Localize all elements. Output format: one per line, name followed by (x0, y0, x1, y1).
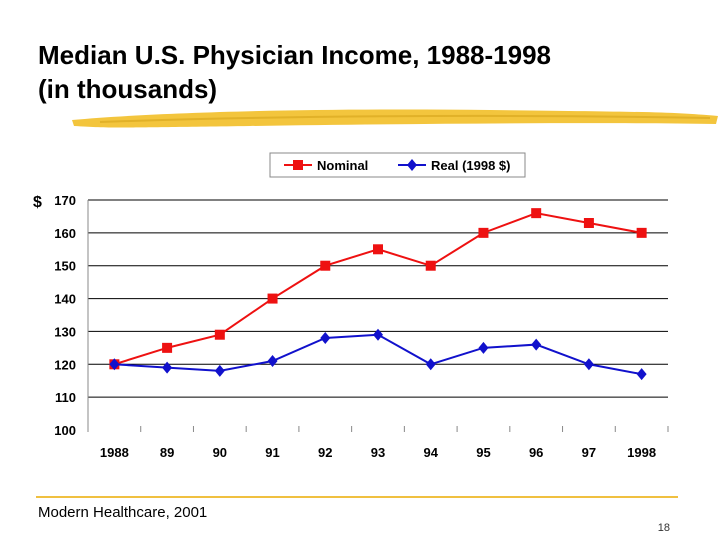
x-tick-label-96: 96 (529, 445, 543, 460)
source-citation: Modern Healthcare, 2001 (38, 504, 208, 521)
x-tick-label-95: 95 (476, 445, 490, 460)
legend-marker-diamond (407, 159, 417, 171)
footer-rule (36, 496, 678, 498)
real-point-91 (267, 355, 278, 367)
y-tick-label-130: 130 (54, 324, 76, 339)
nominal-point-93 (373, 244, 383, 255)
x-tick-label-91: 91 (265, 445, 279, 460)
real-point-95 (478, 341, 489, 354)
legend-marker-square (293, 160, 303, 170)
nominal-point-89 (162, 342, 173, 353)
slide-title: Median U.S. Physician Income, 1988-1998 … (38, 38, 678, 106)
legend-box (269, 152, 526, 178)
x-tick-label-1988: 1988 (100, 445, 129, 460)
axis-layer: 100 110 120 130 140 150 160 170 $1988 89 90 91 92 93 9… (33, 193, 669, 460)
real-point-92 (320, 332, 331, 344)
title-line-1: Median U.S. Physician Income, 1988-1998 (38, 40, 552, 70)
y-tick-label-100: 100 (54, 423, 76, 438)
y-tick-label-120: 120 (54, 357, 76, 372)
real-point-93 (373, 328, 383, 341)
legend-label-1: Real (1998 $) (431, 158, 511, 173)
legend: Nominal Real (1998 $) (269, 152, 526, 178)
real-point-1988 (109, 358, 120, 371)
series-layer (109, 208, 647, 381)
x-tick-label-94: 94 (423, 445, 438, 460)
nominal-point-96 (531, 208, 542, 219)
y-tick-label-110: 110 (55, 390, 76, 405)
y-tick-label-170: 170 (54, 193, 76, 208)
nominal-point-94 (425, 260, 436, 271)
title-line-2: (in thousands) (38, 74, 218, 104)
real-point-97 (583, 358, 594, 371)
nominal-point-1998 (636, 227, 647, 238)
page-number: 18 (657, 522, 670, 534)
legend-label-0: Nominal (317, 158, 368, 173)
x-tick-label-1998: 1998 (627, 445, 656, 460)
nominal-point-92 (320, 260, 331, 271)
real-point-90 (214, 364, 225, 377)
x-tick-label-89: 89 (160, 445, 174, 460)
x-tick-label-97: 97 (582, 445, 596, 460)
series-line-0 (114, 212, 642, 366)
real-point-96 (531, 338, 542, 351)
x-tick-label-92: 92 (318, 445, 332, 460)
y-tick-label-160: 160 (54, 226, 76, 241)
real-point-89 (162, 361, 173, 374)
currency-symbol: $ (33, 194, 42, 211)
x-tick-label-90: 90 (213, 445, 227, 460)
real-point-94 (425, 358, 436, 371)
nominal-point-95 (478, 227, 489, 238)
nominal-point-90 (214, 329, 225, 340)
nominal-point-97 (583, 218, 594, 228)
x-tick-label-93: 93 (371, 445, 385, 460)
real-point-1998 (636, 368, 647, 381)
y-tick-label-150: 150 (54, 259, 76, 274)
title-underline-brushstroke (72, 109, 718, 128)
nominal-point-91 (267, 293, 278, 304)
y-tick-label-140: 140 (54, 292, 76, 307)
